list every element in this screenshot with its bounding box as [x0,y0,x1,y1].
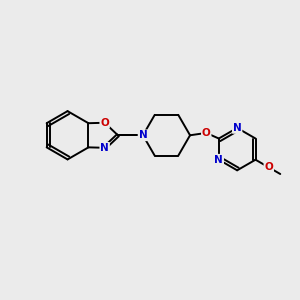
Text: O: O [202,128,211,138]
Text: O: O [100,118,109,128]
Text: N: N [100,143,109,153]
Text: N: N [233,123,242,133]
Text: O: O [264,162,273,172]
Text: N: N [139,130,147,140]
Text: N: N [214,155,223,165]
